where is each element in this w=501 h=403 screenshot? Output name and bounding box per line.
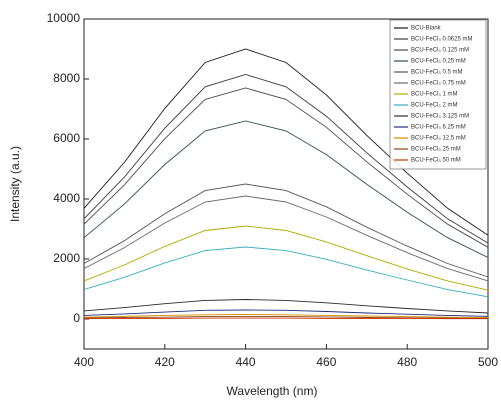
series-line — [83, 246, 489, 298]
series-line — [83, 120, 489, 258]
x-tick-label: 460 — [316, 355, 336, 369]
legend-label: BCU-FeCl₃ 0.75 mM — [411, 81, 466, 87]
series-line — [83, 309, 489, 317]
series-line — [83, 316, 489, 319]
legend-label: BCU-FeCl₃ 6.25 mM — [411, 125, 466, 131]
x-axis-label: Wavelength (nm) — [227, 384, 318, 398]
series-line — [83, 74, 489, 244]
y-tick-label: 4000 — [53, 191, 80, 205]
legend-label: BCU-FeCl₃ 0.125 mM — [411, 48, 469, 54]
series-line — [83, 317, 488, 320]
y-axis-label: Intensity (a.u.) — [8, 146, 22, 222]
series-line — [83, 195, 489, 282]
x-tick-label: 440 — [236, 355, 256, 369]
legend-label: BCU-FeCl₃ 2 mM — [411, 103, 457, 109]
y-tick-label: 8000 — [53, 71, 80, 85]
series-line — [83, 48, 489, 236]
series-line — [83, 183, 489, 278]
x-tick-label: 500 — [478, 355, 498, 369]
series-line — [83, 225, 489, 291]
legend-label: BCU-FeCl₃ 25 mM — [411, 147, 461, 153]
series-line — [83, 299, 489, 314]
y-tick-label: 10000 — [47, 11, 81, 25]
legend-label: BCU-FeCl₃ 0.25 mM — [411, 59, 466, 65]
x-tick-label: 480 — [397, 355, 417, 369]
legend-label: BCU-Blank — [411, 26, 442, 32]
y-tick-label: 6000 — [53, 131, 80, 145]
legend-label: BCU-FeCl₃ 1 mM — [411, 92, 457, 98]
legend-label: BCU-FeCl₃ 12.5 mM — [411, 136, 466, 142]
plot-frame — [83, 18, 489, 350]
legend-label: BCU-FeCl₃ 3.125 mM — [411, 114, 469, 120]
legend-label: BCU-FeCl₃ 50 mM — [411, 158, 461, 164]
legend-label: BCU-FeCl₃ 0.5 mM — [411, 70, 462, 76]
series-line — [83, 87, 489, 248]
legend: BCU-Blank BCU-FeCl₃ 0.0625 mM BCU-FeCl₃ 0.… — [389, 19, 487, 170]
legend-label: BCU-FeCl₃ 0.0625 mM — [411, 37, 472, 43]
x-tick-label: 400 — [74, 355, 94, 369]
y-tick-label: 2000 — [53, 251, 80, 265]
x-tick-label: 420 — [155, 355, 175, 369]
series-line — [83, 314, 489, 318]
y-tick-label: 0 — [73, 311, 80, 325]
